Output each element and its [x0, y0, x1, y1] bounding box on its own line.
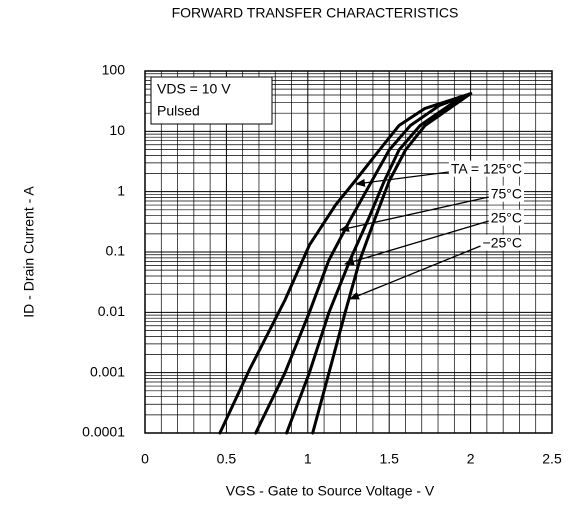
label-background [488, 185, 524, 202]
y-tick-label: 10 [109, 122, 125, 138]
lines [218, 92, 473, 435]
label-background [448, 160, 524, 177]
series-line [285, 92, 473, 435]
label-arrow [344, 220, 489, 266]
series-line [218, 92, 473, 435]
series-label: −25°C [483, 235, 522, 251]
x-tick-label: 1 [304, 451, 312, 467]
overlay: 0 0.5 1 1.5 2 2.5 100 10 1 0.1 0.01 0.001 0.0001 VDS … [82, 62, 562, 467]
plot-frame [144, 70, 553, 434]
label-background [480, 234, 524, 251]
y-tick-label: 0.01 [98, 303, 125, 319]
chart-title: FORWARD TRANSFER CHARACTERISTICS [172, 5, 459, 21]
series-label: 75°C [491, 186, 522, 202]
label-arrow [355, 171, 449, 187]
y-axis-label: ID - Drain Current - A [21, 186, 37, 318]
y-tick-label: 0.1 [106, 243, 126, 259]
annotation-box [150, 76, 273, 125]
annotation: Pulsed [157, 103, 200, 119]
series-label: TA = 125°C [451, 161, 522, 177]
grid [144, 70, 553, 434]
y-tick-label: 1 [117, 182, 125, 198]
series-label: 25°C [491, 210, 522, 226]
x-axis-label: VGS - Gate to Source Voltage - V [226, 483, 435, 499]
x-tick-label: 2.5 [542, 451, 562, 467]
y-tick-label: 100 [102, 62, 126, 78]
y-tick-label: 0.0001 [82, 424, 125, 440]
y-tick-label: 0.001 [90, 363, 125, 379]
label-background [488, 209, 524, 226]
x-tick-label: 2 [467, 451, 475, 467]
series-line [254, 92, 473, 435]
label-arrow [349, 245, 481, 300]
x-tick-label: 0 [141, 451, 149, 467]
label-arrow [339, 196, 489, 232]
x-tick-label: 0.5 [217, 451, 237, 467]
series-line [311, 92, 473, 435]
annotation: VDS = 10 V [157, 81, 231, 97]
x-tick-label: 1.5 [379, 451, 399, 467]
